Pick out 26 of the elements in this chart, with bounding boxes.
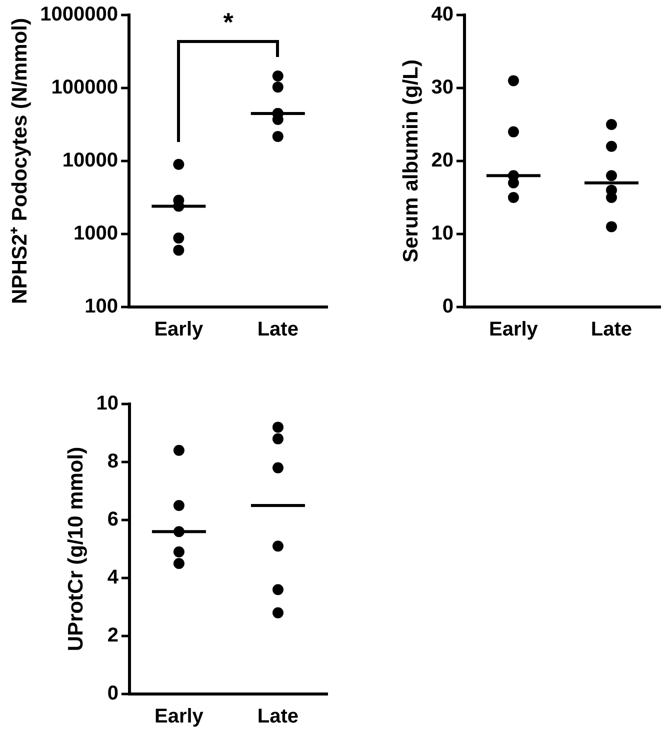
x-tick-label: Early (154, 318, 204, 341)
y-tick-label: 4 (107, 566, 120, 589)
y-tick-label: 1000 (74, 222, 118, 245)
y-axis-title: Serum albumin (g/L) (399, 59, 422, 263)
y-axis-title: UProtCr (g/10 mmol) (64, 446, 88, 652)
y-tick-label: 10 (96, 392, 118, 415)
x-tick-label: Late (257, 318, 298, 341)
x-tick-label: Early (488, 318, 539, 341)
y-tick-label: 2 (107, 624, 118, 647)
y-tick-label: 8 (107, 450, 118, 473)
y-tick-label: 40 (431, 4, 454, 26)
x-tick-label: Late (590, 318, 632, 341)
y-tick-label: 10 (431, 222, 454, 245)
y-tick-label: 1000000 (40, 4, 118, 26)
x-tick-label: Late (257, 706, 299, 728)
y-tick-label: 0 (442, 296, 454, 318)
annotation: * (223, 7, 234, 38)
y-tick-label: 30 (431, 76, 454, 99)
y-tick-label: 0 (107, 682, 118, 705)
y-tick-label: 6 (107, 508, 118, 531)
y-tick-label: 10000 (62, 150, 118, 172)
y-axis-title: NPHS2⁺ Podocytes (N/mmol) (8, 18, 32, 304)
y-tick-label: 100000 (51, 76, 118, 99)
y-tick-label: 20 (431, 150, 454, 172)
x-tick-label: Early (154, 706, 204, 728)
y-tick-label: 100 (84, 296, 118, 318)
